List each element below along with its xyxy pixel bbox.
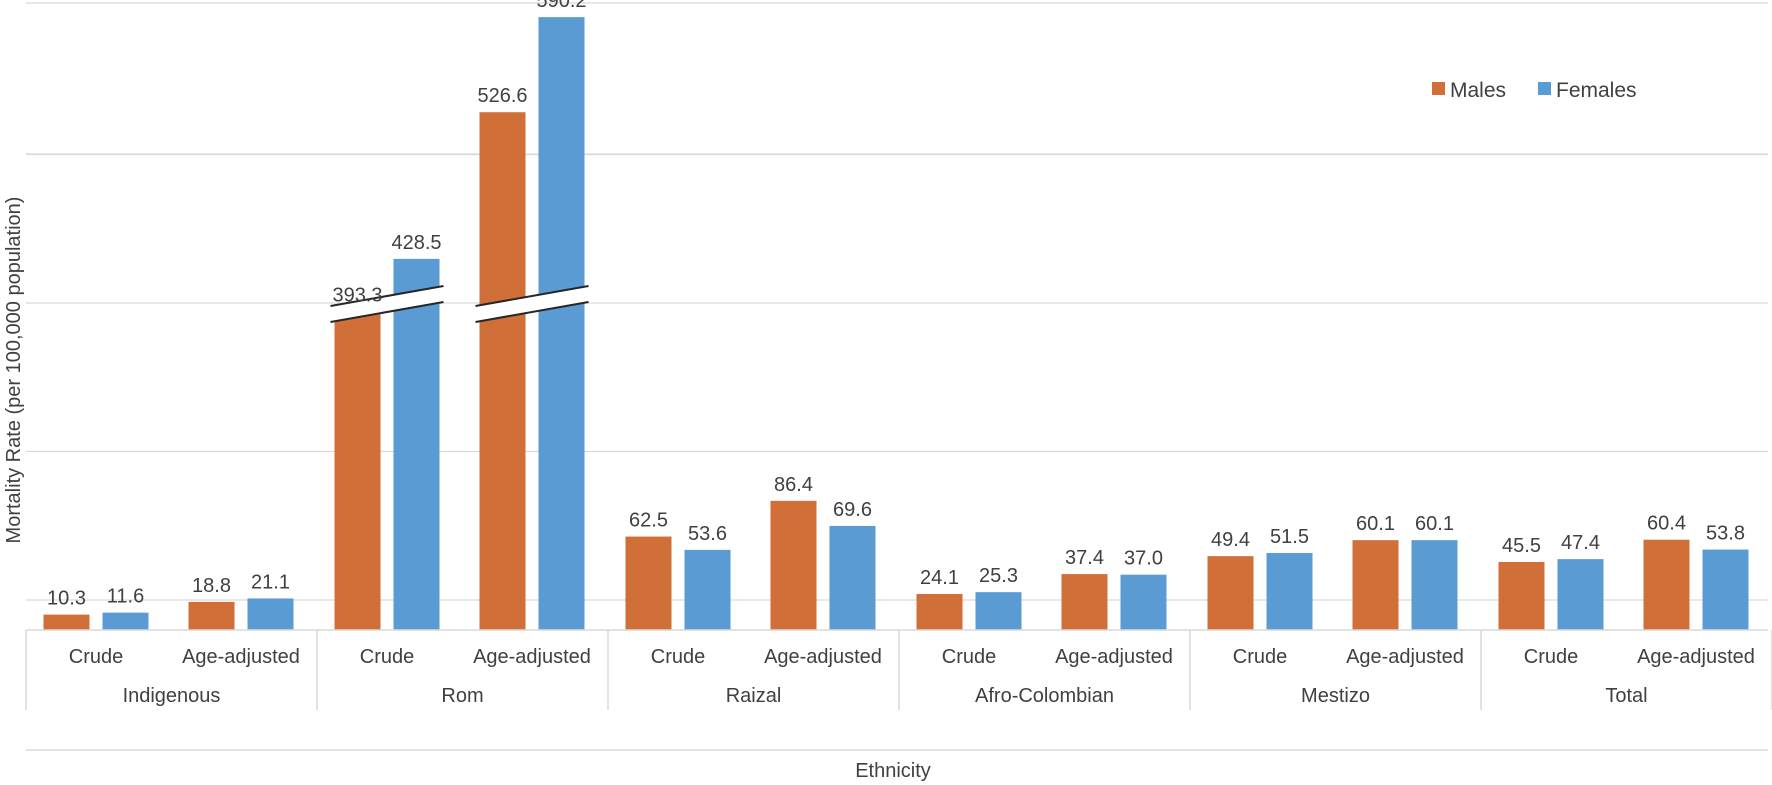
data-label: 62.5 [629, 510, 668, 532]
bar-males-mestizo-age-adjusted [1352, 540, 1399, 630]
x-tick-label: Crude [1233, 646, 1287, 668]
bar-males-total-crude [1498, 561, 1545, 630]
bar-males-rom-crude [334, 311, 381, 630]
bar-females-raizal-age-adjusted [829, 525, 876, 630]
bar-females-rom-age-adjusted [538, 17, 585, 631]
legend-swatch-females [1538, 82, 1551, 95]
data-label: 37.4 [1065, 547, 1104, 569]
axis-break-gap [330, 286, 444, 322]
gridlines [26, 2, 1768, 601]
bar-males-afro-colombian-crude [916, 593, 963, 630]
bar-males-total-age-adjusted [1643, 539, 1690, 630]
data-label: 45.5 [1502, 535, 1541, 557]
data-label: 526.6 [477, 85, 527, 107]
x-tick-label: Age-adjusted [182, 646, 300, 668]
data-label: 51.5 [1270, 526, 1309, 548]
x-tick-label: Crude [360, 646, 414, 668]
axis-breaks [330, 285, 589, 323]
axis-break-line [475, 285, 589, 307]
bar-males-rom-age-adjusted [479, 112, 526, 630]
group-label: Indigenous [123, 685, 221, 707]
bar-males-afro-colombian-age-adjusted [1061, 574, 1108, 630]
bar-males-mestizo-crude [1207, 556, 1254, 630]
bar-females-total-age-adjusted [1702, 549, 1749, 630]
bars [43, 17, 1749, 631]
data-label: 49.4 [1211, 529, 1250, 551]
bar-males-raizal-crude [625, 536, 672, 630]
data-label: 10.3 [47, 588, 86, 610]
legend-swatch-males [1432, 82, 1445, 95]
data-label: 69.6 [833, 499, 872, 521]
group-label: Raizal [726, 685, 782, 707]
axis-break-line [330, 285, 444, 307]
axis-break-line [330, 301, 444, 323]
x-tick-label: Age-adjusted [1346, 646, 1464, 668]
group-label: Afro-Colombian [975, 685, 1114, 707]
data-label: 60.4 [1647, 513, 1686, 535]
bar-females-rom-crude [393, 258, 440, 630]
legend-label-females: Females [1556, 79, 1637, 102]
data-label: 60.1 [1415, 513, 1454, 535]
bar-females-afro-colombian-crude [975, 592, 1022, 630]
data-label: 25.3 [979, 565, 1018, 587]
bar-females-indigenous-crude [102, 612, 149, 630]
data-label: 53.8 [1706, 523, 1745, 545]
x-tick-label: Age-adjusted [473, 646, 591, 668]
x-tick-label: Crude [69, 646, 123, 668]
bar-males-raizal-age-adjusted [770, 500, 817, 630]
group-label: Total [1605, 685, 1647, 707]
data-label: 428.5 [391, 232, 441, 254]
data-label: 393.3 [332, 285, 382, 307]
data-label: 37.0 [1124, 548, 1163, 570]
axis-break-gap [475, 286, 589, 322]
legend: Males Females [1432, 79, 1637, 102]
data-label: 24.1 [920, 567, 959, 589]
bar-females-afro-colombian-age-adjusted [1120, 574, 1167, 630]
x-tick-label: Crude [1524, 646, 1578, 668]
bar-females-mestizo-crude [1266, 553, 1313, 630]
x-tick-label: Age-adjusted [764, 646, 882, 668]
bar-males-indigenous-age-adjusted [188, 601, 235, 630]
data-label: 21.1 [251, 571, 290, 593]
y-axis-title: Mortality Rate (per 100,000 population) [3, 197, 25, 544]
bar-females-mestizo-age-adjusted [1411, 540, 1458, 630]
x-tick-label: Crude [942, 646, 996, 668]
x-tick-label: Age-adjusted [1637, 646, 1755, 668]
legend-label-males: Males [1450, 79, 1506, 102]
x-tick-label: Age-adjusted [1055, 646, 1173, 668]
bar-males-indigenous-crude [43, 614, 90, 630]
group-label: Rom [441, 685, 483, 707]
x-tick-label: Crude [651, 646, 705, 668]
bar-females-indigenous-age-adjusted [247, 598, 294, 630]
data-label: 18.8 [192, 575, 231, 597]
data-label: 11.6 [107, 586, 144, 608]
data-label: 47.4 [1561, 532, 1600, 554]
data-labels: 10.3 11.6 18.8 21.1 393.3 428.5 526.6 590.2 62.5… [47, 0, 1745, 610]
bar-females-total-crude [1557, 559, 1604, 630]
data-label: 590.2 [536, 0, 586, 12]
data-label: 53.6 [688, 523, 727, 545]
group-label: Mestizo [1301, 685, 1370, 707]
data-label: 86.4 [774, 474, 813, 496]
data-label: 60.1 [1356, 513, 1395, 535]
bar-females-raizal-crude [684, 549, 731, 630]
x-axis-title: Ethnicity [855, 760, 931, 782]
axis-break-line [475, 301, 589, 323]
